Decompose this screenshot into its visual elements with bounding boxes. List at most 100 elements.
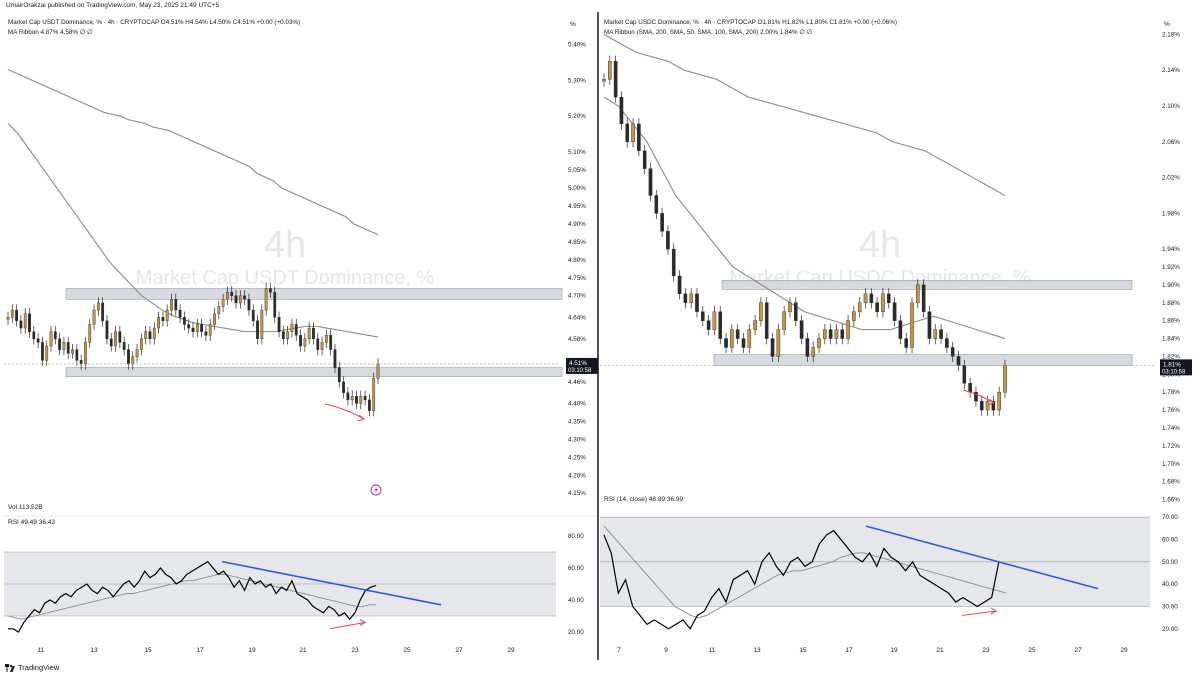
candle-body [968, 383, 972, 393]
candle-body [49, 331, 53, 347]
candle-body [355, 396, 358, 404]
candle-body [799, 320, 804, 339]
candle-body [933, 329, 938, 339]
support-resistance-zone [65, 367, 563, 377]
candle-body [857, 302, 862, 312]
lightning-icon-glyph [374, 486, 378, 494]
candle-body [144, 331, 148, 340]
candle-body [683, 293, 688, 303]
price-tick-label: 1.92% [1162, 264, 1180, 271]
candle-body [320, 342, 324, 350]
candle-body [333, 349, 337, 368]
candle-body [927, 311, 932, 339]
candle-body [101, 302, 105, 322]
legend-symbol-line: Market Cap USDT Dominance, % · 4h · CRYP… [8, 19, 300, 26]
candle-body [290, 324, 294, 332]
candle-body [88, 324, 92, 343]
axis-unit-label: % [1164, 21, 1170, 28]
candle-body [724, 338, 728, 348]
price-tick-label: 1.82% [1162, 353, 1180, 360]
time-tick-label: 13 [753, 647, 761, 654]
footer-bar: TradingView [0, 660, 1200, 676]
price-tick-label: 1.68% [1162, 479, 1180, 486]
legend-symbol-line: Market Cap USDC Dominance, % · 4h · CRYP… [604, 19, 897, 26]
rsi-tick-label: 70.00 [1162, 514, 1178, 521]
candle-body [277, 317, 281, 332]
candle-body [329, 335, 333, 350]
candle-body [892, 302, 897, 321]
price-tick-label: 1.84% [1162, 336, 1180, 343]
candle-body [811, 347, 816, 357]
candle-body [898, 320, 903, 339]
candle-body [666, 231, 670, 250]
price-tick-label: 5.20% [568, 113, 586, 120]
candle-body [869, 293, 874, 303]
candle-body [10, 309, 14, 318]
time-tick-label: 13 [90, 647, 98, 654]
candle-body [105, 320, 109, 340]
candle-body [916, 284, 920, 303]
price-tick-label: 4.80% [568, 257, 586, 264]
candle-body [979, 400, 984, 411]
rsi-signal-line [603, 525, 1007, 619]
time-tick-label: 25 [403, 647, 411, 654]
chart-canvas[interactable]: Market Cap USDT Dominance, % · 4h · CRYP… [0, 12, 1200, 672]
time-tick-label: 21 [936, 647, 944, 654]
time-tick-label: 15 [144, 647, 152, 654]
candle-body [161, 317, 165, 322]
price-tick-label: 4.90% [568, 221, 586, 228]
candle-body [152, 327, 156, 340]
candle-body [985, 400, 990, 411]
rsi-tick-label: 20.00 [1162, 626, 1178, 633]
rsi-divergence-arrowhead [990, 607, 997, 615]
candle-body [269, 288, 272, 293]
rsi-divergence-arrow [961, 610, 997, 616]
price-tick-label: 4.64% [568, 314, 586, 321]
candle-body [273, 291, 277, 318]
candle-body [875, 302, 879, 312]
rsi-tick-label: 60.00 [568, 565, 584, 572]
time-tick-label: 27 [455, 647, 463, 654]
price-tick-label: 1.86% [1162, 318, 1180, 325]
candle-body [324, 335, 328, 343]
time-tick-label: 23 [351, 647, 359, 654]
price-tick-label: 1.94% [1162, 246, 1180, 253]
candle-body [706, 320, 711, 330]
candle-body [247, 299, 251, 311]
candle-body [741, 338, 746, 348]
candle-body [264, 288, 268, 311]
tradingview-logo-icon [5, 664, 15, 672]
candle-body [368, 399, 371, 411]
candle-body [788, 302, 792, 312]
candle-body [312, 327, 315, 340]
candle-body [689, 293, 693, 303]
candle-body [226, 291, 229, 300]
rsi-tick-label: 50.00 [1162, 559, 1178, 566]
candle-body [174, 299, 178, 311]
candle-body [828, 329, 833, 339]
candle-body [770, 338, 775, 357]
price-tick-label: 4.70% [568, 293, 586, 300]
rsi-divergence-arrowhead [359, 618, 366, 626]
price-tick-label: 1.78% [1162, 389, 1180, 396]
candle-body [256, 320, 259, 340]
candle-body [66, 342, 70, 354]
price-tick-label: 5.00% [568, 185, 586, 192]
rsi-label: RSI 49.49 36.43 [8, 519, 55, 526]
candle-body [217, 306, 221, 314]
candle-body [631, 123, 635, 142]
candle-body [677, 275, 682, 295]
candle-body [956, 356, 961, 366]
time-tick-label: 9 [664, 647, 668, 654]
time-tick-label: 11 [709, 647, 716, 654]
candle-body [846, 320, 850, 339]
support-resistance-zone [65, 288, 563, 300]
candles [602, 55, 1007, 416]
support-resistance-zone [721, 280, 1133, 290]
candle-body [286, 331, 290, 340]
price-tick-label: 1.88% [1162, 300, 1180, 307]
candle-body [910, 302, 914, 348]
price-tick-label: 4.25% [568, 454, 586, 461]
rsi-label: RSI (14, close) 48.89 36.99 [604, 496, 684, 503]
